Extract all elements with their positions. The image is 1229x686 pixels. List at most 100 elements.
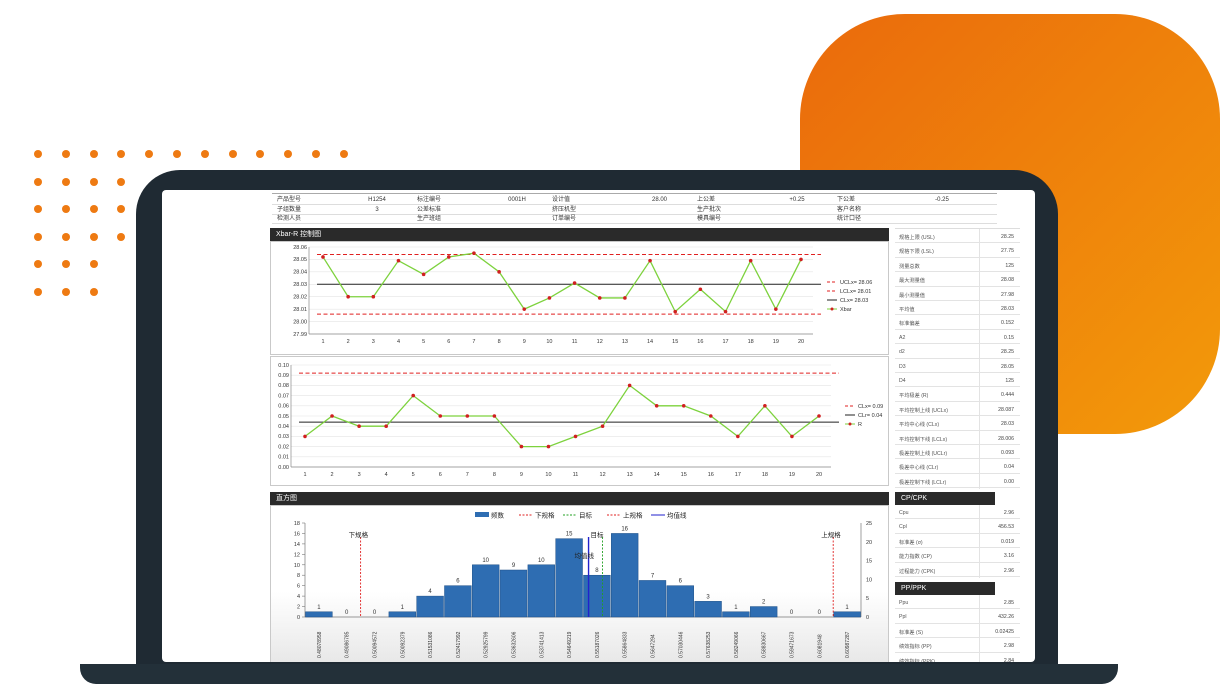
- histogram-bar: [611, 533, 639, 618]
- cpk-table: Cpu 2.96 Cpl 456.53 标准差 (σ) 0.019 能力指数 (CP) 3.1…: [895, 505, 1020, 580]
- cell-divider: [979, 562, 980, 578]
- data-point: [654, 404, 659, 408]
- x-tick-label: 13: [622, 339, 628, 345]
- decor-dot: [339, 150, 348, 158]
- cell-divider: [979, 505, 980, 520]
- spec-line-label: 上规格: [821, 530, 841, 539]
- info-label: 统计口径: [837, 216, 862, 222]
- stat-value: 28.087: [998, 406, 1014, 413]
- histogram-title: 直方图: [270, 492, 889, 505]
- cpk-title: CP/CPK: [895, 492, 995, 505]
- decor-dot: [89, 177, 98, 186]
- stat-row: D3 28.05: [895, 358, 1020, 374]
- data-point: [799, 257, 803, 262]
- x-tick-label: 16: [697, 339, 703, 345]
- info-label: 公差标准: [417, 206, 442, 213]
- bar-value-label: 16: [621, 526, 628, 532]
- bar-value-label: 10: [538, 558, 545, 564]
- row-divider: [272, 213, 997, 215]
- stat-row: 平均中心线 (CLx) 28.03: [895, 416, 1020, 432]
- bar-value-label: 10: [482, 558, 489, 564]
- info-value: H1254: [368, 197, 386, 203]
- decor-dot: [117, 205, 126, 213]
- y-tick-label: 0.09: [278, 373, 289, 379]
- data-point: [330, 414, 334, 418]
- data-point: [497, 270, 501, 274]
- decor-dot: [117, 150, 126, 158]
- stat-value: 0.152: [1001, 320, 1014, 327]
- legend-label: CLx= 28.03: [840, 298, 868, 304]
- stat-value: 28.006: [998, 435, 1014, 442]
- bar-value-label: 7: [651, 573, 655, 579]
- data-point: [522, 307, 527, 311]
- histogram-bar: [722, 611, 750, 618]
- row-divider: [272, 223, 997, 224]
- x-tick-label: 14: [647, 339, 653, 345]
- stat-value: 27.98: [1001, 291, 1014, 298]
- spec-line-label: 目标: [590, 530, 604, 539]
- x-category-label: 0.55187026: [595, 631, 601, 658]
- x-category-label: 0.53632606: [512, 631, 518, 658]
- stat-label: Ppu: [899, 600, 909, 606]
- bar-value-label: 6: [456, 579, 460, 585]
- info-label: 订单编号: [552, 216, 577, 222]
- decor-dot: [117, 232, 126, 241]
- decor-dot: [89, 205, 98, 213]
- stat-value: 28.25: [1001, 349, 1014, 356]
- data-point: [600, 424, 605, 428]
- decor-dot: [89, 260, 98, 268]
- data-point: [384, 424, 388, 428]
- legend-label: CLx= 0.09: [858, 404, 883, 410]
- bar-value-label: 15: [566, 532, 573, 538]
- stat-row: Ppu 2.85: [895, 595, 1020, 610]
- y2-tick-label: 25: [866, 521, 872, 527]
- decor-dot: [200, 150, 209, 158]
- info-label: 模具编号: [697, 216, 722, 222]
- bar-value-label: 8: [595, 568, 599, 574]
- stat-row: 平均值 28.03: [895, 301, 1020, 316]
- stat-value: 0.093: [1001, 450, 1014, 456]
- y-tick-label: 0.03: [278, 434, 289, 440]
- x-tick-label: 8: [498, 339, 501, 345]
- bar-value-label: 2: [762, 600, 766, 606]
- histogram-bar: [305, 611, 333, 618]
- legend-label: Xbar: [840, 307, 852, 313]
- info-label: 下公差: [837, 197, 856, 203]
- cell-divider: [979, 401, 980, 417]
- y-tick-label: 27.99: [293, 332, 307, 338]
- stat-value: 2.96: [1003, 567, 1014, 574]
- stat-row: 标准差 (S) 0.02425: [895, 623, 1020, 639]
- stat-row: 极差控制下线 (LCLr) 0.00: [895, 473, 1020, 489]
- x-tick-label: 11: [572, 339, 578, 345]
- histogram-bar: [527, 564, 555, 618]
- cell-divider: [979, 473, 980, 489]
- x-tick-label: 10: [545, 472, 551, 478]
- y-tick-label: 0.08: [278, 383, 289, 389]
- info-label: 检测人员: [277, 216, 302, 222]
- y-tick-label: 0: [297, 615, 300, 621]
- y-tick-label: 28.05: [293, 257, 307, 263]
- x-tick-label: 2: [347, 339, 350, 345]
- cell-divider: [979, 459, 980, 475]
- decor-dot: [173, 150, 181, 158]
- x-tick-label: 19: [789, 472, 795, 478]
- stat-value: 28.25: [1001, 234, 1014, 240]
- cell-divider: [979, 358, 980, 374]
- data-point: [748, 258, 753, 263]
- y-tick-label: 12: [294, 552, 300, 558]
- x-tick-label: 9: [520, 472, 523, 478]
- x-tick-label: 12: [597, 339, 603, 345]
- stat-label: d2: [899, 349, 905, 356]
- decor-dot: [34, 260, 42, 268]
- cell-divider: [979, 548, 980, 564]
- legend-label: 目标: [579, 510, 593, 519]
- y2-tick-label: 20: [866, 540, 872, 546]
- y-tick-label: 28.00: [293, 319, 307, 325]
- cell-divider: [979, 301, 980, 316]
- data-point: [736, 434, 740, 439]
- y-tick-label: 8: [297, 573, 300, 579]
- stat-label: 极差中心线 (CLr): [899, 465, 939, 472]
- info-label: 上公差: [697, 197, 716, 203]
- decor-dot: [228, 150, 237, 158]
- x-tick-label: 20: [798, 339, 804, 345]
